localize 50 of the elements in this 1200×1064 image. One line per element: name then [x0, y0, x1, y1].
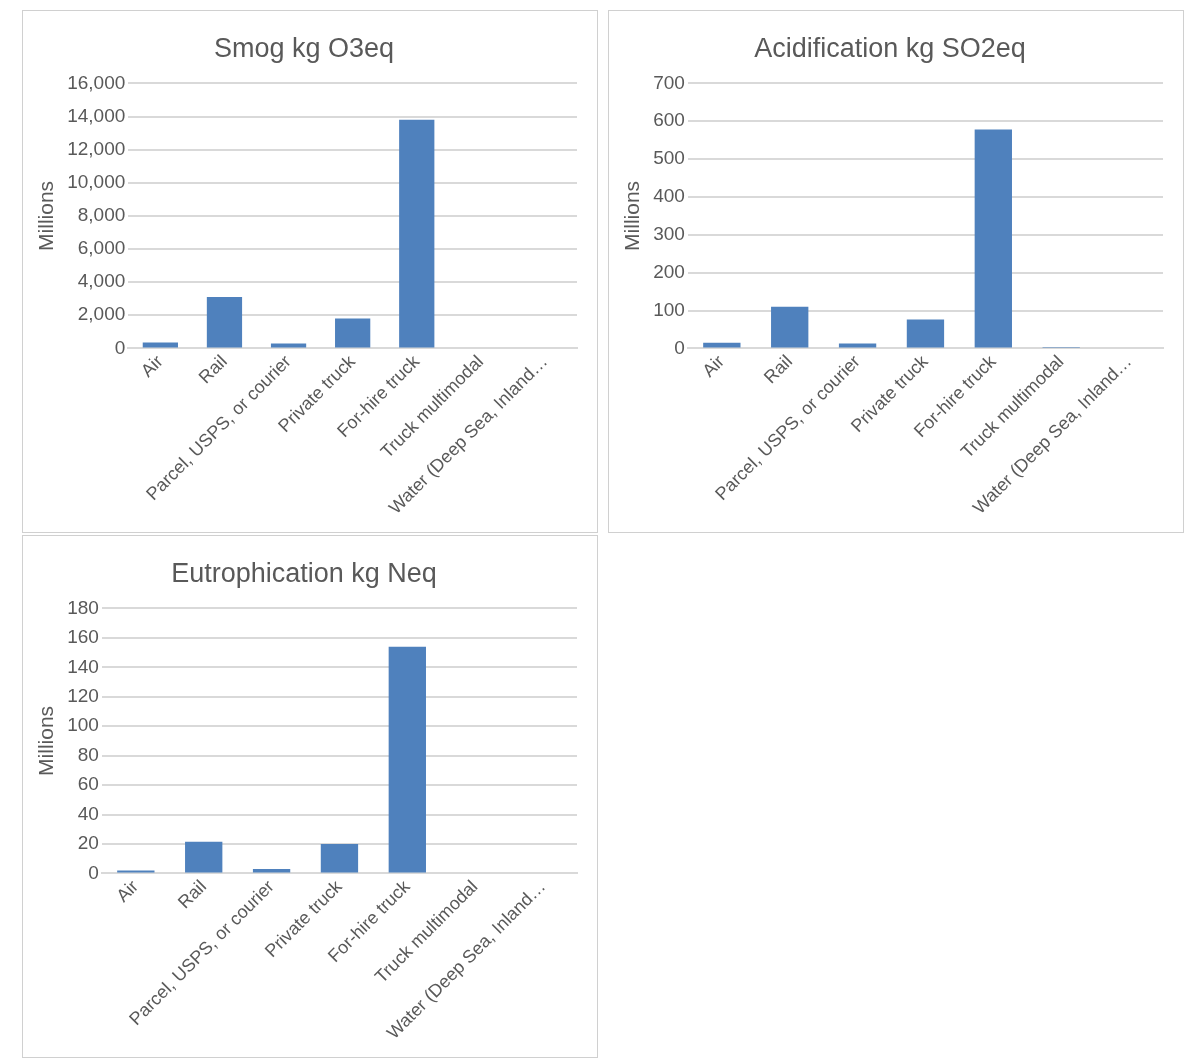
- y-tick-label: 10,000: [67, 171, 126, 193]
- chart-title: Acidification kg SO2eq: [754, 32, 1026, 63]
- bar: [270, 343, 307, 348]
- bar: [974, 129, 1012, 348]
- bar: [771, 306, 809, 348]
- bar: [906, 319, 945, 348]
- y-tick-label: 60: [77, 773, 99, 795]
- y-tick-label: 140: [67, 655, 99, 677]
- y-tick-label: 12,000: [67, 137, 126, 159]
- bar: [838, 343, 877, 348]
- x-tick-label: Rail: [759, 351, 797, 388]
- y-tick-label: 16,000: [67, 71, 126, 93]
- y-tick-label: 100: [653, 298, 685, 320]
- bar: [388, 646, 426, 873]
- y-tick-label: 0: [88, 861, 99, 883]
- y-axis-title: Millions: [34, 180, 58, 251]
- bar: [320, 843, 359, 873]
- y-tick-label: 100: [67, 714, 99, 736]
- y-tick-label: 120: [67, 684, 99, 706]
- y-axis-title: Millions: [34, 705, 58, 776]
- x-tick-label: Rail: [173, 876, 211, 913]
- y-tick-label: 0: [674, 336, 685, 358]
- y-tick-label: 300: [653, 223, 685, 245]
- bar: [399, 119, 435, 348]
- y-tick-label: 0: [114, 336, 126, 358]
- chart-title: Smog kg O3eq: [213, 32, 395, 63]
- y-tick-label: 80: [77, 743, 99, 765]
- y-tick-label: 6,000: [77, 237, 126, 259]
- chart-title: Eutrophication kg Neq: [171, 557, 437, 588]
- bar: [185, 841, 223, 873]
- bar: [335, 318, 371, 348]
- y-tick-label: 160: [67, 626, 99, 648]
- y-tick-label: 20: [77, 832, 99, 854]
- bar: [206, 297, 243, 348]
- y-tick-label: 400: [653, 185, 685, 207]
- y-tick-label: 14,000: [67, 104, 126, 126]
- y-tick-label: 2,000: [77, 303, 126, 325]
- y-tick-label: 500: [653, 147, 685, 169]
- x-tick-label: Air: [137, 351, 167, 381]
- y-tick-label: 8,000: [77, 204, 126, 226]
- y-tick-label: 600: [653, 109, 685, 131]
- x-tick-label: Air: [112, 876, 143, 906]
- y-tick-label: 4,000: [77, 270, 126, 292]
- y-tick-label: 200: [653, 260, 685, 282]
- x-tick-label: Air: [698, 351, 729, 381]
- y-tick-label: 700: [653, 71, 685, 93]
- y-tick-label: 180: [67, 596, 99, 618]
- x-tick-label: Rail: [194, 351, 231, 388]
- y-tick-label: 40: [77, 802, 99, 824]
- y-axis-title: Millions: [620, 180, 644, 251]
